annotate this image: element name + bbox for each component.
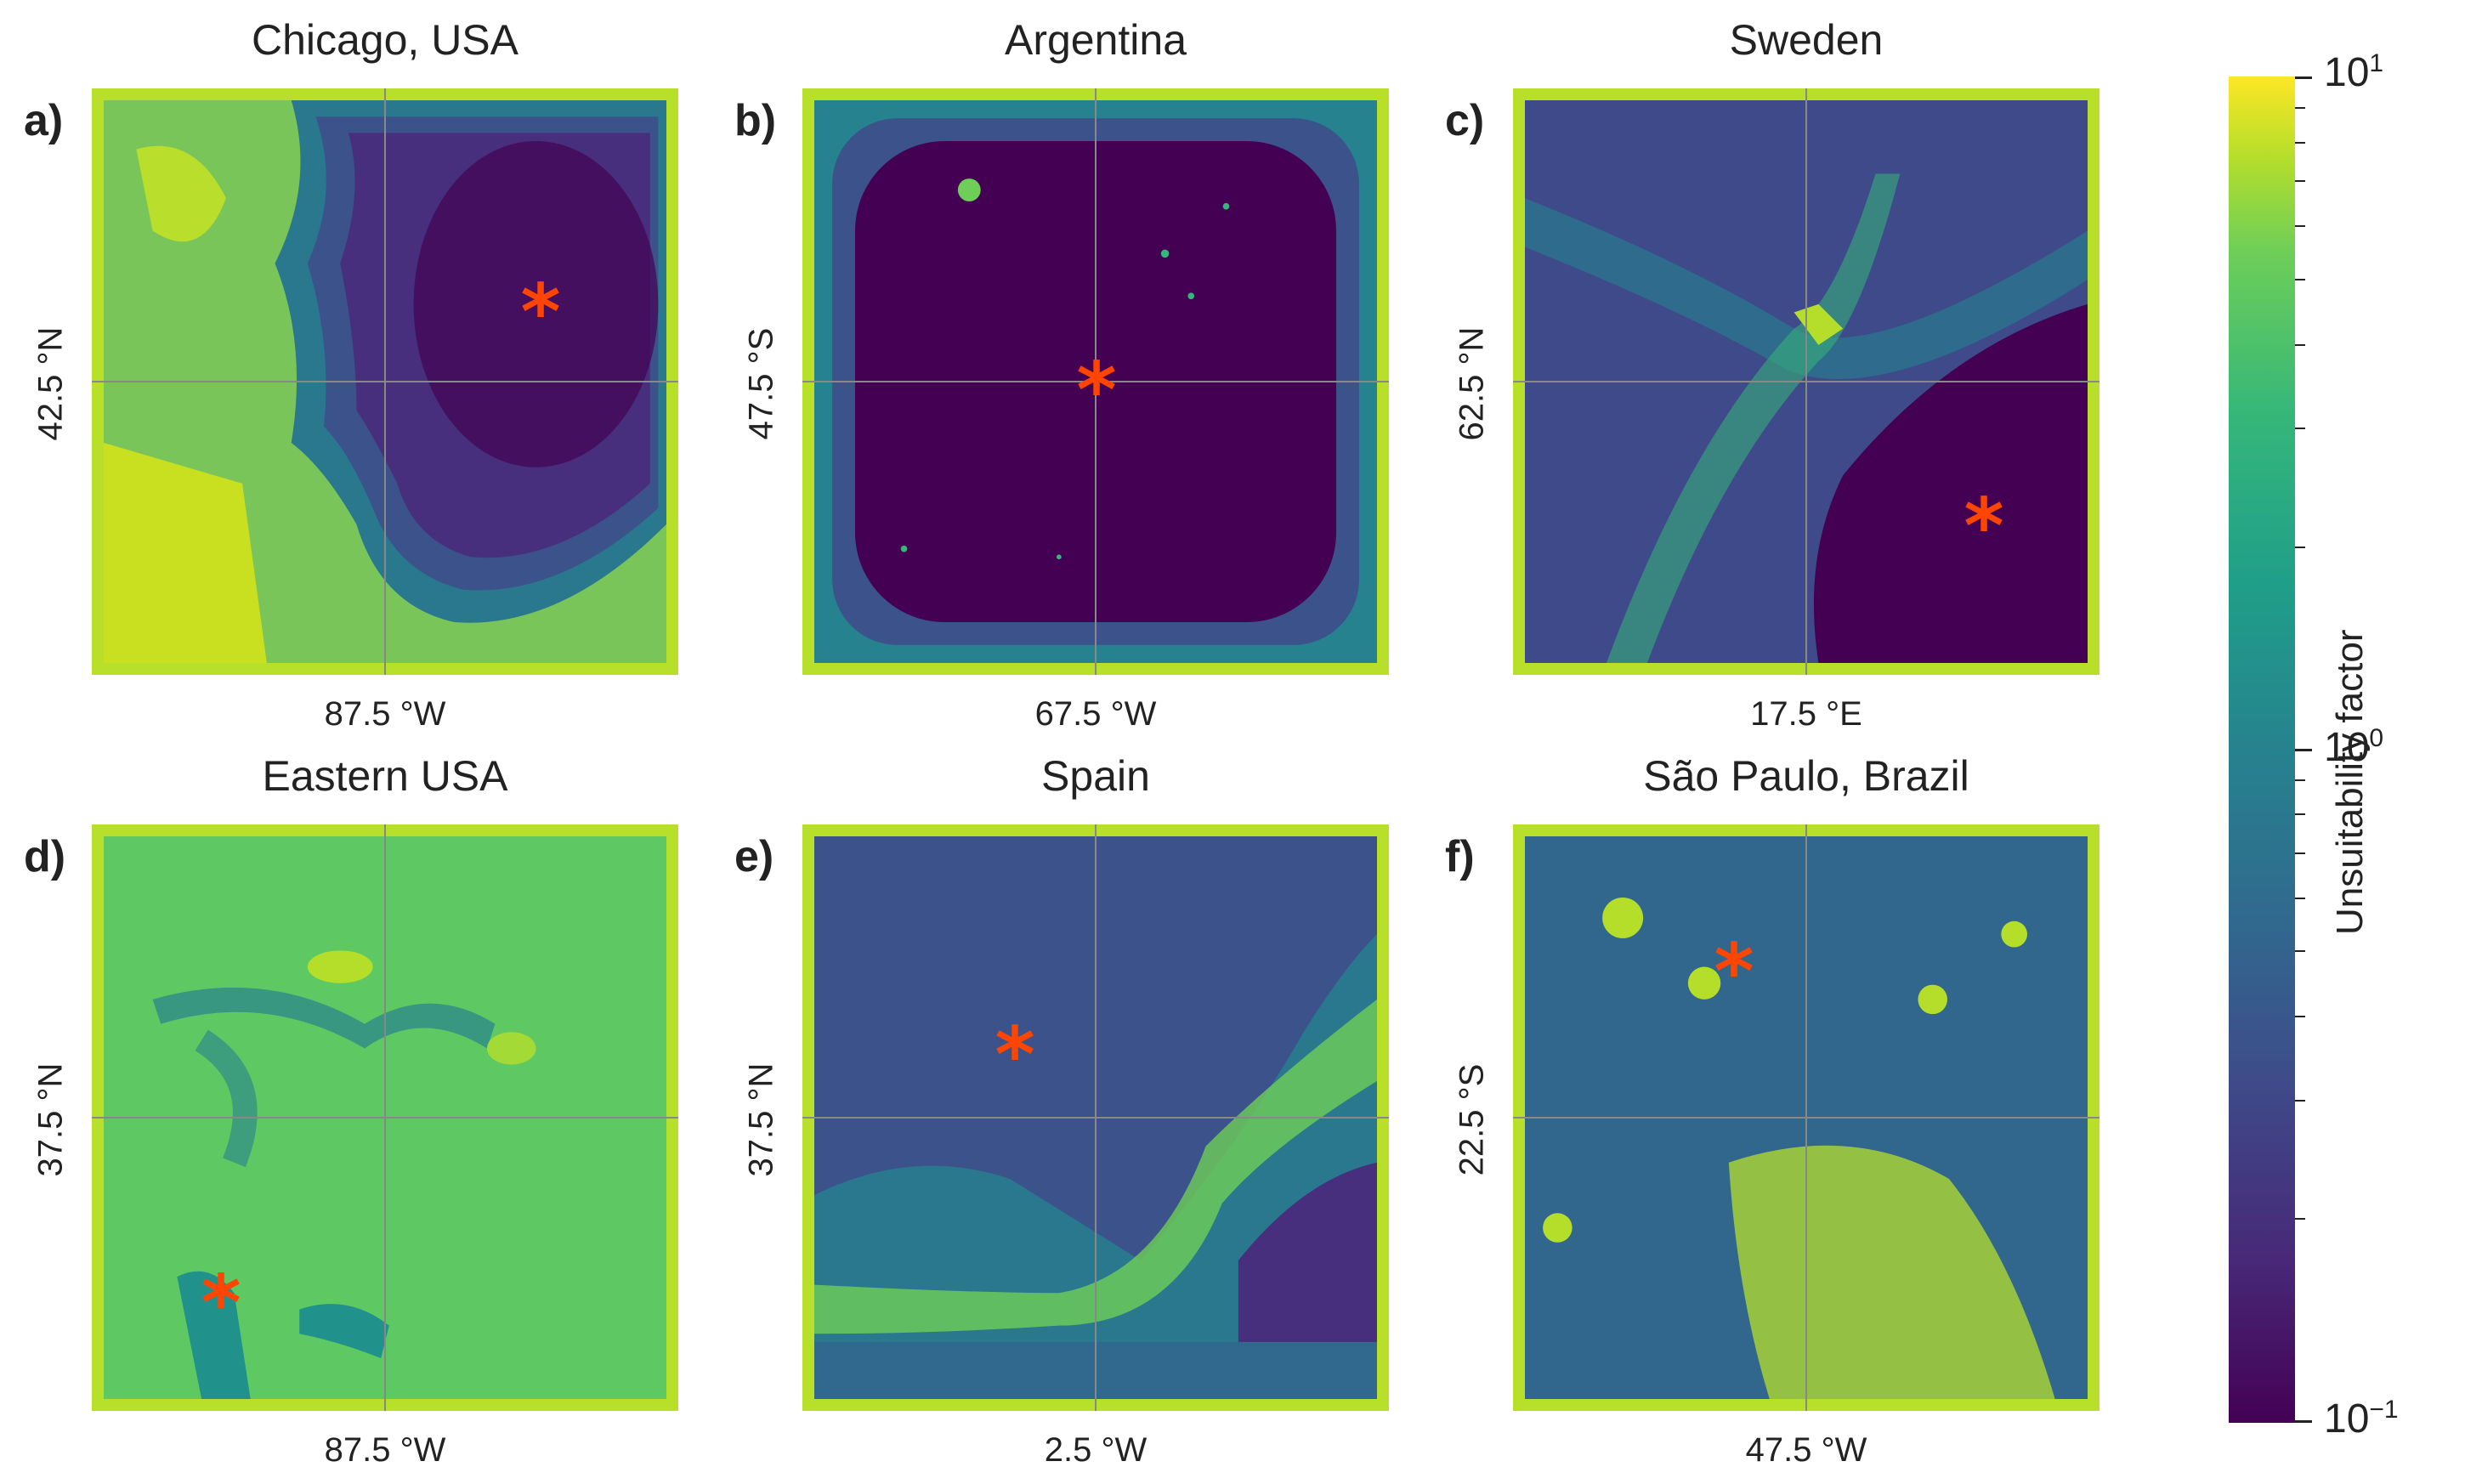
colorbar-tick-minor: [2295, 180, 2305, 183]
colorbar-tick-minor: [2295, 813, 2305, 816]
panel-d-xlabel: 87.5 °W: [324, 1431, 446, 1469]
colorbar-tick-minor: [2295, 141, 2305, 144]
colorbar-tick-label-bottom: 10−1: [2324, 1396, 2399, 1442]
map-spain: [802, 824, 1389, 1411]
colorbar-tick-label-top: 101: [2324, 49, 2384, 95]
panel-b-title: Argentina: [1004, 16, 1187, 64]
panel-f-xlabel: 47.5 °W: [1745, 1431, 1867, 1469]
colorbar-tick-major: [2295, 76, 2312, 79]
panel-b-xlabel: 67.5 °W: [1034, 695, 1157, 733]
colorbar-tick-minor: [2295, 546, 2305, 548]
panel-c-title: Sweden: [1729, 16, 1884, 64]
colorbar-tick-label-mid: 100: [2324, 724, 2384, 770]
panel-e-ylabel: 37.5 °N: [742, 1062, 780, 1177]
panel-f-ylabel: 22.5 °S: [1453, 1063, 1491, 1176]
colorbar-tick-minor: [2295, 1099, 2305, 1102]
panel-f-title: São Paulo, Brazil: [1643, 752, 1969, 800]
panel-d-ylabel: 37.5 °N: [31, 1062, 70, 1177]
panel-b-ylabel: 47.5 °S: [742, 327, 780, 440]
colorbar-tick-minor: [2295, 779, 2305, 781]
colorbar-tick-minor: [2295, 428, 2305, 430]
panel-a-title: Chicago, USA: [251, 16, 519, 64]
colorbar-tick-major: [2295, 749, 2312, 751]
panel-e-letter: e): [734, 832, 774, 881]
colorbar-tick-minor: [2295, 225, 2305, 228]
panel-b-letter: b): [734, 96, 777, 145]
colorbar-tick-major: [2295, 1420, 2312, 1423]
panel-a-xlabel: 87.5 °W: [324, 695, 446, 733]
panel-c-ylabel: 62.5 °N: [1453, 326, 1491, 441]
panel-e-xlabel: 2.5 °W: [1044, 1431, 1148, 1469]
map-sao-paulo: [1513, 824, 2100, 1411]
map-chicago: [92, 88, 678, 675]
colorbar-tick-minor: [2295, 1218, 2305, 1221]
colorbar-label: Unsuitability factor: [2329, 629, 2371, 935]
panel-d-letter: d): [24, 832, 66, 881]
panel-e-title: Spain: [1041, 752, 1150, 800]
colorbar-tick-minor: [2295, 107, 2305, 110]
map-eastern-usa: [92, 824, 678, 1411]
map-sweden: [1513, 88, 2100, 675]
panel-a-ylabel: 42.5 °N: [31, 326, 70, 441]
map-argentina: [802, 88, 1389, 675]
colorbar-tick-minor: [2295, 343, 2305, 346]
colorbar-tick-minor: [2295, 897, 2305, 899]
colorbar: [2229, 76, 2295, 1423]
panel-c-letter: c): [1445, 96, 1485, 145]
panel-c-xlabel: 17.5 °E: [1750, 695, 1862, 733]
panel-f-letter: f): [1445, 832, 1475, 881]
colorbar-tick-minor: [2295, 852, 2305, 854]
colorbar-tick-minor: [2295, 278, 2305, 280]
panel-d-title: Eastern USA: [262, 752, 508, 800]
colorbar-tick-minor: [2295, 950, 2305, 953]
colorbar-tick-minor: [2295, 1016, 2305, 1018]
panel-a-letter: a): [24, 96, 64, 145]
